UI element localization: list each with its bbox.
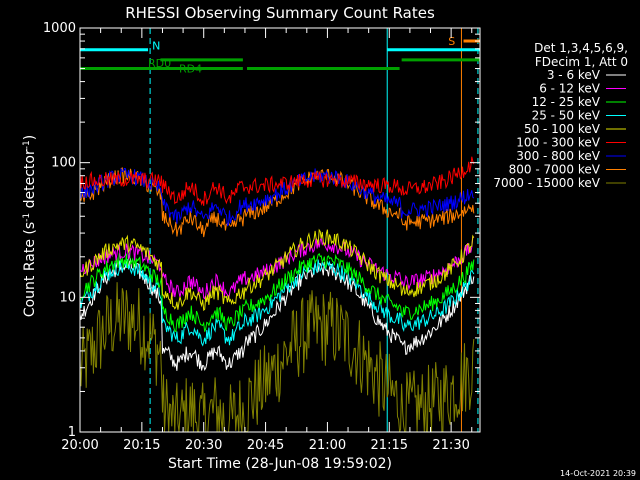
flag-label-n: N (152, 40, 160, 53)
x-tick-label-2: 20:30 (185, 438, 222, 453)
flag-label-s: S (448, 35, 455, 48)
series-line-5 (79, 156, 475, 206)
x-axis-label: Start Time (28-Jun-08 19:59:02) (168, 456, 392, 472)
legend-label-7: 800 - 7000 keV (509, 163, 601, 177)
y-axis-label-part2: detector (22, 149, 38, 213)
y-tick-label-2: 100 (51, 156, 76, 171)
series-line-7 (79, 167, 475, 238)
series-line-2 (79, 252, 475, 333)
legend-label-1: 6 - 12 keV (539, 82, 601, 96)
plot-frame (79, 27, 481, 433)
y-axis-label: Count Rate (s-1 detector-1) (22, 135, 38, 317)
series-line-4 (79, 228, 475, 312)
plot-area: N RD0 RD4 S 1 10 100 1000 20:00 20:15 20:30 20:45 21… (43, 21, 481, 453)
legend-label-4: 50 - 100 keV (524, 122, 601, 136)
x-tick-label-1: 20:15 (123, 438, 160, 453)
legend-label-5: 100 - 300 keV (516, 136, 600, 150)
y-tick-label-0: 1 (68, 425, 76, 440)
flag-label-rd4: RD4 (179, 63, 202, 76)
y-axis-label-sup1: -1 (22, 213, 32, 222)
y-tick-label-1: 10 (59, 290, 76, 305)
series-line-8 (79, 282, 475, 433)
x-tick-label-0: 20:00 (61, 438, 98, 453)
y-tick-label-3: 1000 (43, 21, 76, 36)
legend-label-3: 25 - 50 keV (532, 109, 601, 123)
y-axis-label-part3: ) (22, 135, 38, 140)
footer-timestamp: 14-Oct-2021 20:39 (560, 469, 636, 478)
flag-label-rd0: RD0 (148, 57, 171, 70)
legend-label-0: 3 - 6 keV (547, 68, 601, 82)
x-tick-label-3: 20:45 (247, 438, 284, 453)
x-tick-label-6: 21:30 (432, 438, 469, 453)
x-tick-label-4: 21:00 (309, 438, 346, 453)
legend-label-6: 300 - 800 keV (516, 149, 600, 163)
x-tick-label-5: 21:15 (371, 438, 408, 453)
legend-label-2: 12 - 25 keV (532, 95, 601, 109)
series-line-3 (79, 259, 475, 347)
y-axis-label-part1: Count Rate (s (22, 222, 38, 317)
legend-header-line1: Det 1,3,4,5,6,9, (534, 41, 628, 55)
legend-label-8: 7000 - 15000 keV (493, 176, 600, 190)
y-axis-label-sup2: -1 (22, 140, 32, 149)
chart-title: RHESSI Observing Summary Count Rates (125, 4, 435, 22)
legend-header-line2: FDecim 1, Att 0 (535, 55, 628, 69)
